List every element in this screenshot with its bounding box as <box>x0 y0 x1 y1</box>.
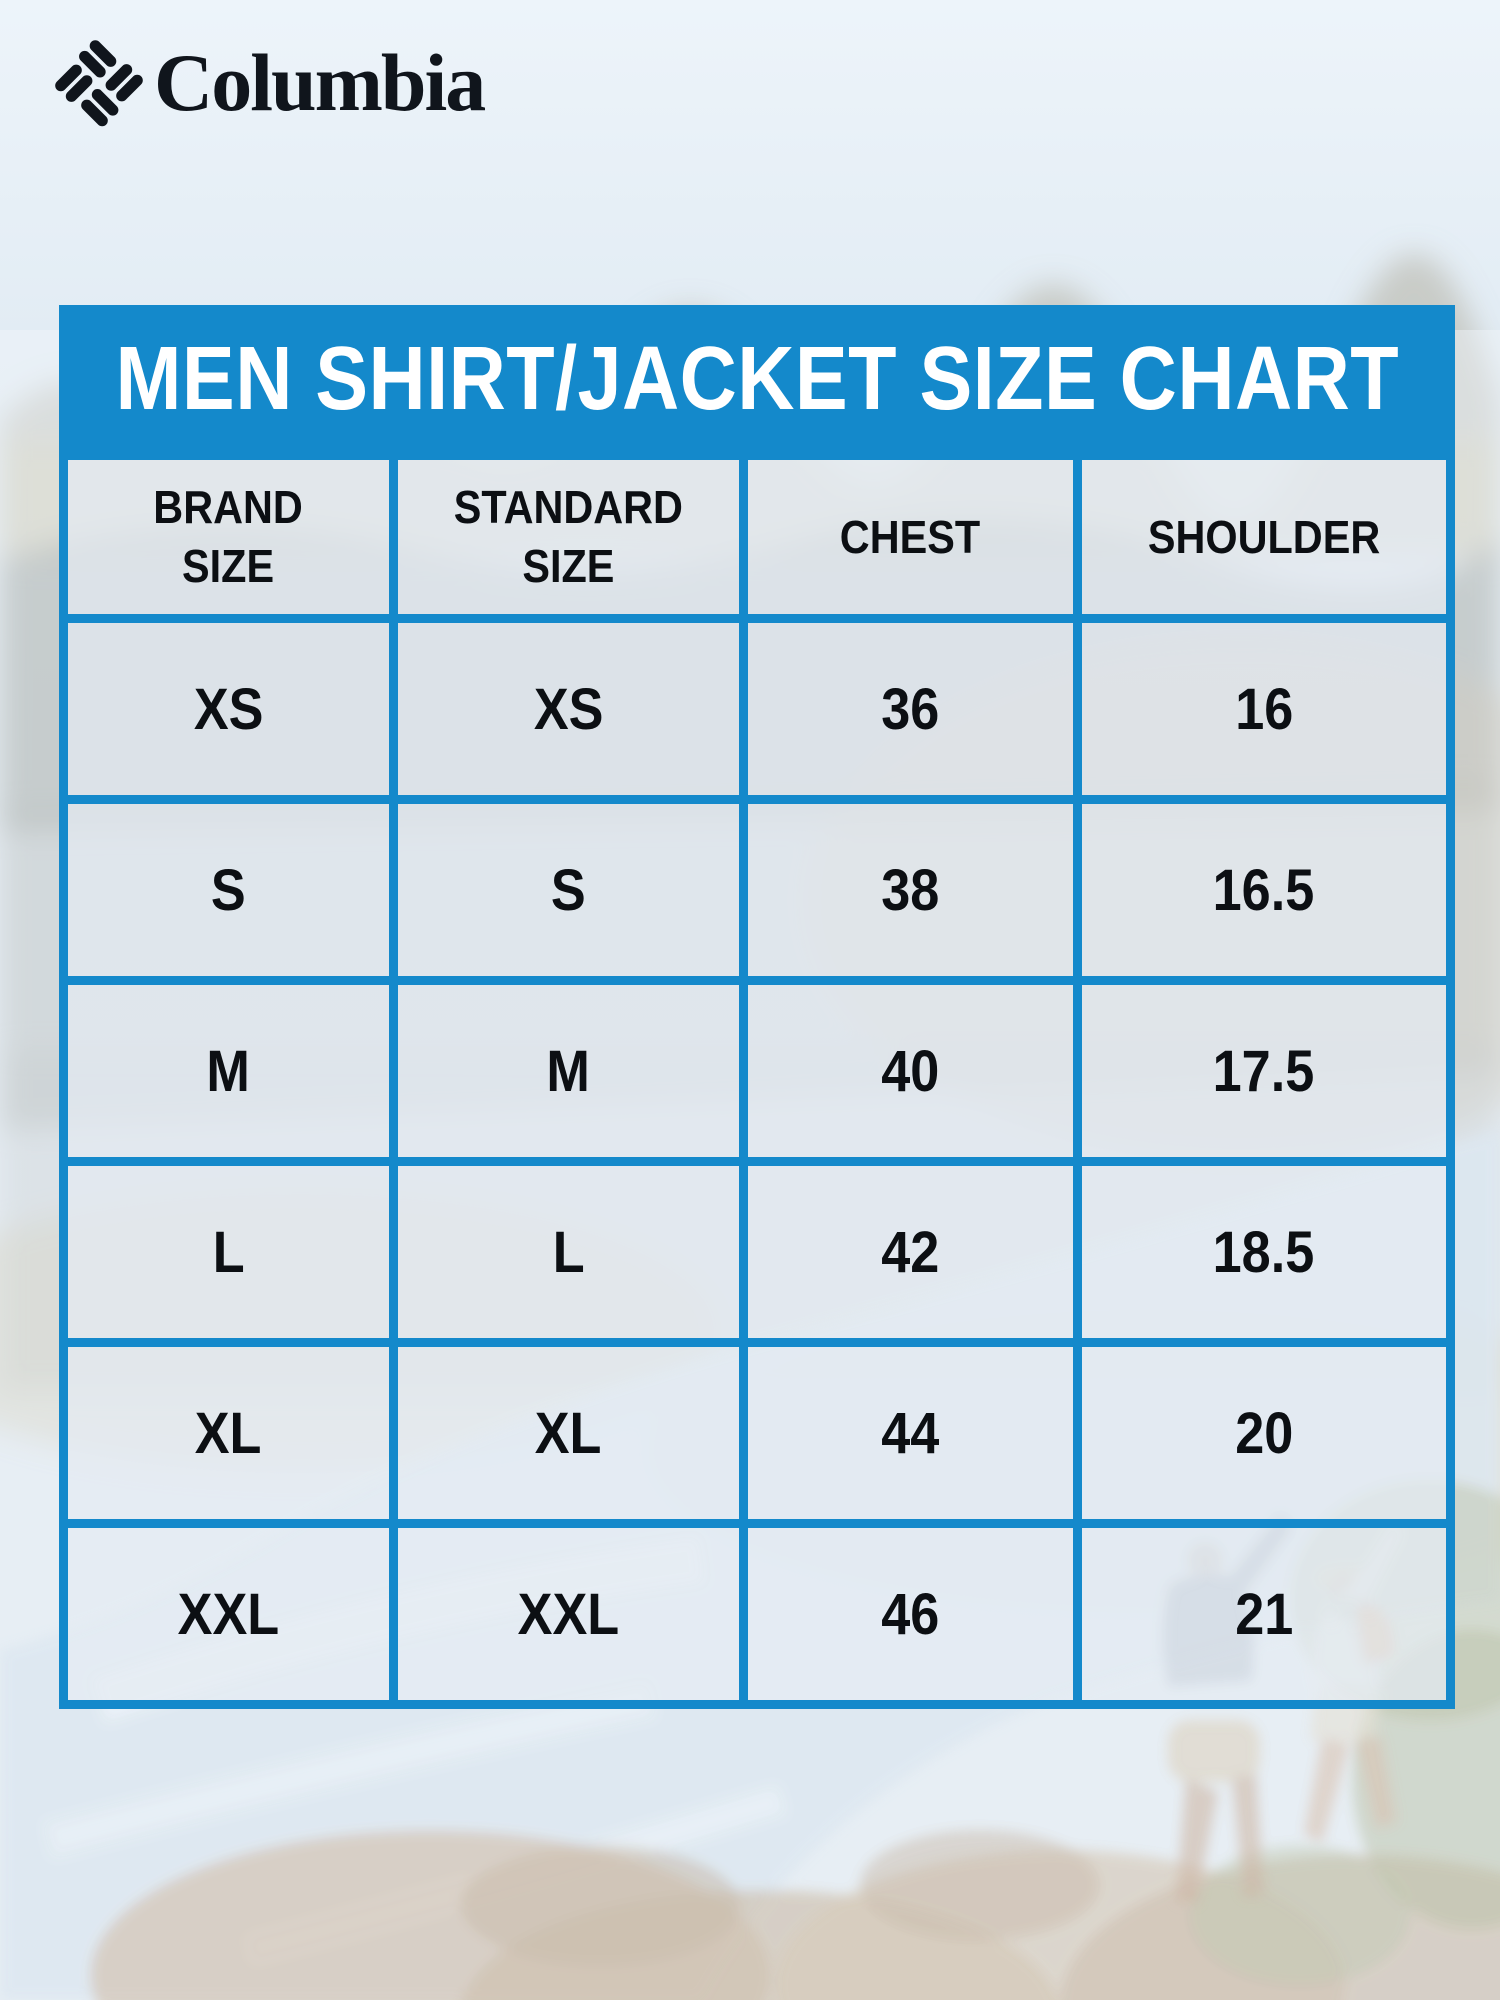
table-cell: 17.5 <box>1072 976 1456 1166</box>
table-cell: L <box>389 1157 748 1347</box>
size-table: BRAND SIZE STANDARD SIZE CHEST SHOULDER … <box>58 451 1456 1709</box>
table-cell: S <box>58 795 399 985</box>
table-cell: 40 <box>738 976 1082 1166</box>
table-cell: 36 <box>738 614 1082 804</box>
size-chart: MEN SHIRT/JACKET SIZE CHART BRAND SIZE S… <box>58 305 1456 1709</box>
table-cell: XL <box>58 1338 399 1528</box>
table-row: XS XS 36 16 <box>58 614 1456 804</box>
table-cell: XXL <box>389 1519 748 1709</box>
table-cell: 46 <box>738 1519 1082 1709</box>
brand-logo: Columbia <box>52 37 486 128</box>
header-brand-size: BRAND SIZE <box>58 451 399 623</box>
table-cell: 16 <box>1072 614 1456 804</box>
header-shoulder: SHOULDER <box>1072 451 1456 623</box>
table-row: XL XL 44 20 <box>58 1338 1456 1528</box>
table-cell: L <box>58 1157 399 1347</box>
table-cell: S <box>389 795 748 985</box>
columbia-gem-icon <box>55 40 143 127</box>
table-cell: 21 <box>1072 1519 1456 1709</box>
header-standard-size: STANDARD SIZE <box>389 451 748 623</box>
table-cell: 42 <box>738 1157 1082 1347</box>
table-cell: 38 <box>738 795 1082 985</box>
table-row: S S 38 16.5 <box>58 795 1456 985</box>
table-cell: XXL <box>58 1519 399 1709</box>
table-body: XS XS 36 16 S S 38 16.5 M M 40 17.5 L L 42 18.5 XL XL 44 20… <box>58 614 1456 1709</box>
table-cell: 18.5 <box>1072 1157 1456 1347</box>
table-cell: XS <box>58 614 399 804</box>
table-cell: 44 <box>738 1338 1082 1528</box>
table-cell: XS <box>389 614 748 804</box>
header-chest: CHEST <box>738 451 1082 623</box>
table-cell: M <box>58 976 399 1166</box>
table-row: M M 40 17.5 <box>58 976 1456 1166</box>
table-title: MEN SHIRT/JACKET SIZE CHART <box>115 328 1399 429</box>
table-header-row: BRAND SIZE STANDARD SIZE CHEST SHOULDER <box>58 451 1456 623</box>
table-row: L L 42 18.5 <box>58 1157 1456 1347</box>
table-row: XXL XXL 46 21 <box>58 1519 1456 1709</box>
brand-wordmark: Columbia <box>154 37 486 128</box>
table-cell: XL <box>389 1338 748 1528</box>
table-cell: 16.5 <box>1072 795 1456 985</box>
table-cell: M <box>389 976 748 1166</box>
table-title-band: MEN SHIRT/JACKET SIZE CHART <box>59 305 1455 453</box>
table-cell: 20 <box>1072 1338 1456 1528</box>
